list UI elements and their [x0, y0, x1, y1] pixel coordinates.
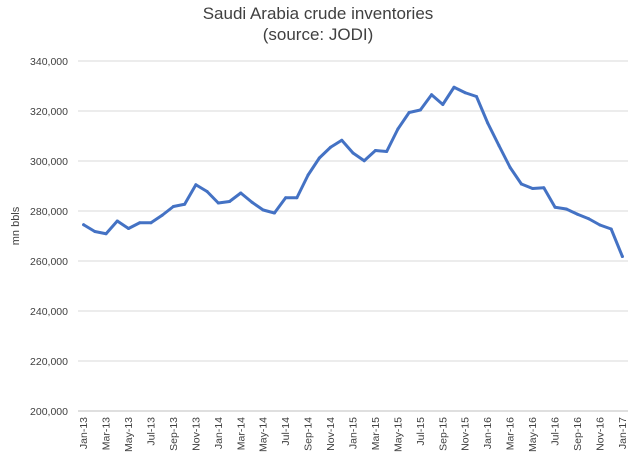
- x-tick-label: Sep-16: [572, 417, 584, 451]
- data-point: [396, 127, 400, 131]
- data-point: [441, 103, 445, 106]
- data-point: [486, 121, 490, 125]
- x-tick-label: May-14: [258, 417, 270, 452]
- data-point: [127, 227, 131, 230]
- data-point: [430, 93, 434, 97]
- y-tick-label: 320,000: [30, 106, 68, 118]
- y-axis-label: mn bbls: [10, 206, 22, 245]
- x-tick-label: Jan-15: [348, 417, 360, 449]
- data-point: [474, 95, 478, 98]
- data-point: [362, 159, 366, 163]
- data-point: [250, 200, 254, 204]
- data-point: [228, 200, 232, 203]
- data-point: [531, 187, 535, 190]
- data-point: [317, 156, 321, 160]
- data-point: [620, 255, 624, 258]
- x-tick-label: Jul-15: [415, 417, 427, 446]
- data-point: [171, 205, 175, 208]
- x-tick-label: Jul-14: [280, 417, 292, 446]
- x-tick-label: Mar-14: [235, 417, 247, 450]
- x-tick-label: May-16: [527, 417, 539, 452]
- grid-lines: [78, 60, 628, 362]
- data-point: [93, 230, 97, 233]
- data-point: [183, 202, 187, 206]
- x-tick-label: Mar-16: [505, 417, 517, 450]
- data-point: [160, 213, 164, 217]
- data-point: [463, 91, 467, 95]
- data-point: [385, 150, 389, 153]
- y-tick-label: 260,000: [30, 256, 68, 268]
- y-tick-label: 300,000: [30, 156, 68, 168]
- data-point: [284, 196, 288, 200]
- y-tick-label: 340,000: [30, 56, 68, 68]
- data-point: [553, 205, 557, 209]
- data-point: [138, 221, 142, 225]
- data-point: [575, 212, 579, 216]
- data-point: [115, 219, 119, 223]
- x-tick-label: Jul-13: [145, 417, 157, 446]
- x-tick-labels: Jan-13 Mar-13 May-13 Jul-13 Sep-13 Nov-13 Jan-…: [78, 417, 629, 452]
- series-line: [82, 85, 624, 258]
- data-point: [329, 145, 333, 149]
- x-tick-label: Mar-13: [101, 417, 113, 450]
- x-tick-label: Mar-15: [370, 417, 382, 450]
- data-point: [587, 217, 591, 221]
- x-tick-label: Jan-14: [213, 417, 225, 449]
- data-point: [104, 232, 108, 236]
- x-tick-label: Jul-16: [550, 417, 562, 446]
- x-tick-label: Nov-15: [460, 417, 472, 451]
- y-tick-label: 220,000: [30, 356, 68, 368]
- x-tick-label: Jan-17: [617, 417, 629, 449]
- data-point: [216, 201, 220, 205]
- series-layer: [82, 85, 624, 258]
- x-tick-label: May-13: [123, 417, 135, 452]
- data-point: [508, 166, 512, 169]
- y-tick-label: 200,000: [30, 406, 68, 418]
- data-point: [407, 111, 411, 114]
- x-tick-label: Jan-13: [78, 417, 90, 449]
- data-point: [295, 196, 299, 200]
- x-tick-label: Sep-14: [303, 417, 315, 451]
- data-point: [239, 191, 243, 195]
- data-point: [418, 108, 422, 112]
- data-point: [564, 207, 568, 211]
- data-point: [542, 186, 546, 190]
- data-point: [272, 211, 276, 215]
- x-tick-label: Jan-16: [482, 417, 494, 449]
- data-point: [82, 223, 86, 227]
- x-tick-label: Nov-14: [325, 417, 337, 451]
- data-point: [598, 223, 602, 227]
- x-tick-label: Sep-13: [168, 417, 180, 451]
- x-tick-label: Nov-13: [190, 417, 202, 451]
- chart-subtitle: (source: JODI): [263, 25, 374, 44]
- x-tick-label: Sep-15: [437, 417, 449, 451]
- data-point: [149, 221, 153, 225]
- y-tick-labels: 200,000 220,000 240,000 260,000 280,000 300,0…: [30, 56, 68, 418]
- chart-title: Saudi Arabia crude inventories: [203, 4, 434, 23]
- data-point: [261, 208, 265, 212]
- y-tick-label: 280,000: [30, 206, 68, 218]
- data-point: [497, 144, 501, 147]
- data-point: [340, 138, 344, 142]
- data-point: [373, 149, 377, 152]
- data-point: [519, 182, 523, 186]
- data-point: [351, 151, 355, 155]
- data-point: [205, 190, 209, 193]
- x-tick-label: Nov-16: [594, 417, 606, 451]
- data-point: [452, 85, 456, 89]
- data-point: [609, 227, 613, 231]
- data-point: [306, 173, 310, 177]
- y-tick-label: 240,000: [30, 306, 68, 318]
- data-point: [194, 183, 198, 187]
- x-tick-label: May-15: [392, 417, 404, 452]
